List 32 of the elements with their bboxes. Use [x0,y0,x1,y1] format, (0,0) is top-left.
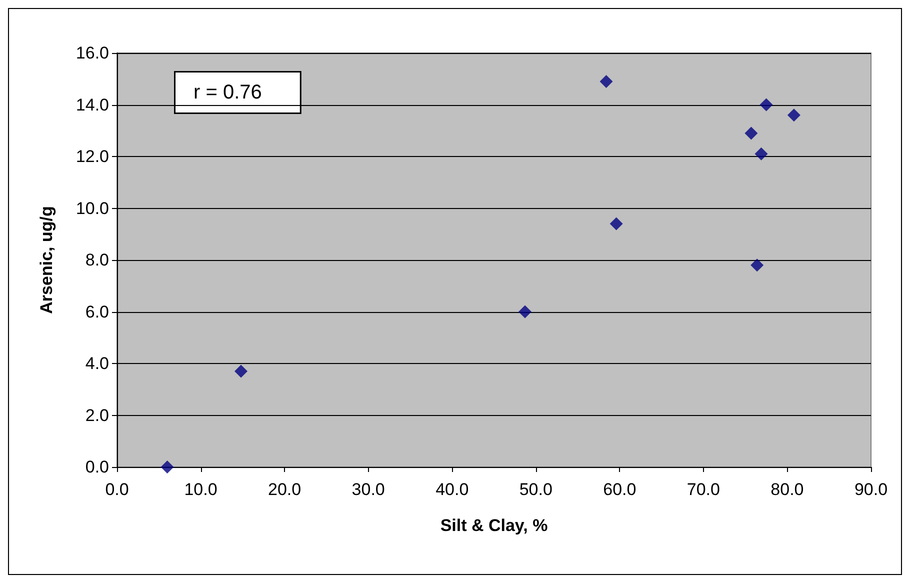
x-tick-label: 30.0 [352,480,385,499]
y-tick-label: 4.0 [85,354,109,373]
point [754,147,768,160]
x-tick-label: 10.0 [184,480,218,499]
x-tick-label: 60.0 [603,480,636,499]
x-tick-label: 90.0 [854,480,888,499]
x-axis-title: Silt & Clay, % [440,516,548,535]
y-tick-label: 10.0 [76,198,109,218]
y-tick-label: 2.0 [85,406,109,425]
point [760,98,773,112]
point [744,126,758,140]
point [234,364,248,378]
y-tick-label: 8.0 [85,250,109,270]
point [160,460,174,474]
point [787,108,800,122]
x-tick-label: 70.0 [686,480,720,499]
point [518,305,532,318]
point [600,74,613,88]
point [750,258,764,272]
y-axis-title: Arsenic, ug/g [37,206,56,314]
x-tick-label: 40.0 [436,480,469,499]
x-tick-label: 50.0 [519,480,552,499]
y-tick-label: 0.0 [85,458,109,476]
x-tick-label: 20.0 [268,480,302,499]
y-tick-label: 14.0 [76,95,109,114]
y-tick-label: 6.0 [85,302,109,322]
y-tick-label: 12.0 [76,147,109,166]
y-tick-label: 16.0 [76,44,109,62]
annotation: r = 0.76 [194,82,262,104]
x-tick-label: 80.0 [770,480,804,499]
point [610,217,623,230]
x-tick-label: 0.0 [105,480,129,499]
